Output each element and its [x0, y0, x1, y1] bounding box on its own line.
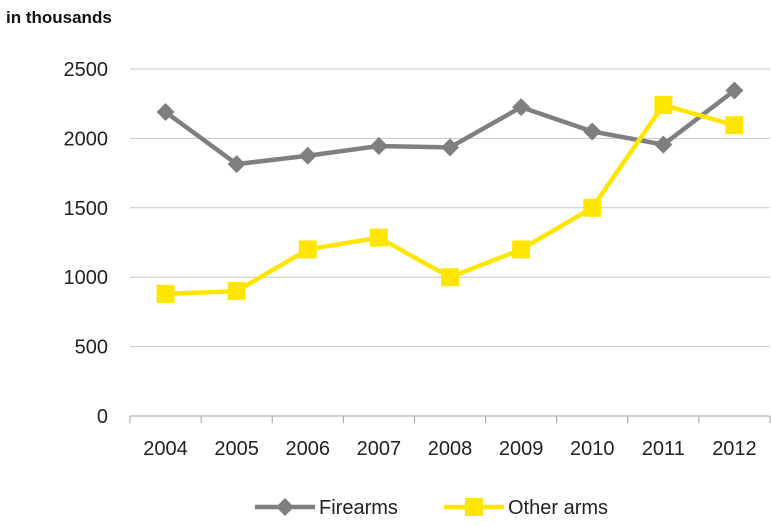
- y-tick-label: 2500: [64, 59, 109, 81]
- data-point: [583, 198, 602, 217]
- data-point: [298, 146, 317, 165]
- data-point: [725, 81, 744, 100]
- axes: [129, 415, 771, 423]
- data-point: [227, 155, 246, 174]
- data-point: [512, 98, 531, 117]
- x-tick-label: 2005: [214, 438, 259, 460]
- data-point: [512, 240, 531, 259]
- legend-item-other-arms: Other arms: [444, 497, 608, 519]
- data-point: [725, 116, 744, 135]
- legend-label: Other arms: [508, 497, 608, 519]
- x-tick-label: 2011: [642, 438, 685, 460]
- x-tick-label: 2009: [499, 438, 544, 460]
- data-point: [227, 282, 246, 301]
- series-other-arms: [156, 96, 744, 303]
- data-point: [156, 284, 175, 303]
- x-tick-label: 2004: [143, 438, 188, 460]
- data-point: [654, 96, 673, 115]
- unit-label: in thousands: [6, 8, 112, 27]
- data-point: [369, 228, 388, 247]
- y-tick-label: 1000: [64, 267, 109, 289]
- x-tick-label: 2006: [286, 438, 331, 460]
- gridlines: [130, 68, 770, 348]
- series-line: [165, 102, 736, 297]
- y-tick-label: 0: [97, 406, 108, 428]
- data-point: [369, 137, 388, 156]
- legend: Firearms Other arms: [255, 497, 608, 519]
- y-tick-label: 2000: [64, 128, 109, 150]
- data-point: [156, 103, 175, 122]
- y-tick-label: 500: [75, 337, 108, 359]
- legend-swatch-marker: [276, 498, 294, 516]
- legend-swatch-marker: [465, 498, 483, 516]
- y-tick-labels: 0 500 1000 1500 2000 2500: [64, 59, 109, 428]
- data-point: [583, 122, 602, 141]
- x-tick-label: 2010: [570, 438, 615, 460]
- y-tick-label: 1500: [64, 198, 109, 220]
- x-tick-label: 2007: [357, 438, 402, 460]
- data-point: [654, 135, 673, 154]
- legend-label: Firearms: [319, 497, 398, 519]
- series-group: [156, 81, 744, 303]
- data-point: [441, 138, 459, 157]
- legend-item-firearms: Firearms: [255, 497, 398, 519]
- series-firearms: [156, 81, 744, 174]
- data-point: [298, 240, 317, 259]
- x-tick-labels: 2004 2005 2006 2007 2008 2009 2010 2011 2012: [143, 438, 756, 460]
- x-tick-label: 2012: [712, 438, 757, 460]
- x-tick-label: 2008: [428, 438, 473, 460]
- data-point: [441, 268, 459, 287]
